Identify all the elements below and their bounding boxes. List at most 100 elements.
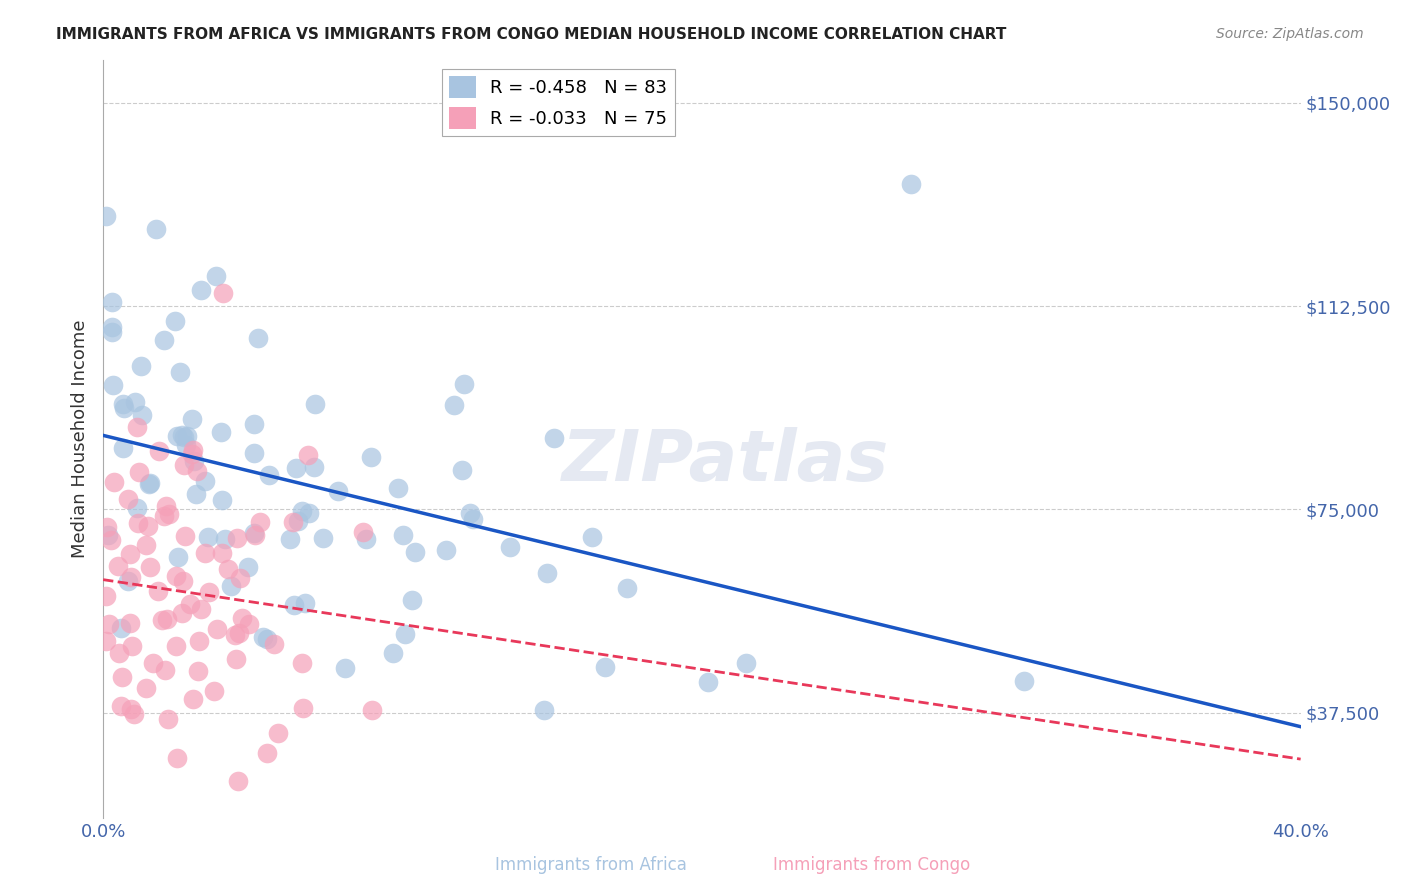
Point [212,285,235,300]
Point [173,430,195,444]
Point [243,526,266,541]
Point [616,582,638,596]
Point [96,589,118,603]
Point [297,448,319,462]
Point [354,532,377,546]
Point [96,520,118,534]
Point [156,612,179,626]
Point [100,295,122,310]
Point [183,454,205,468]
Point [103,475,125,489]
Point [107,558,129,573]
Point [302,460,325,475]
Point [122,706,145,721]
Point [94,209,117,223]
Point [135,537,157,551]
Point [153,333,176,347]
Point [381,646,404,660]
Point [138,476,160,491]
Point [153,508,176,523]
Point [281,516,304,530]
Legend: R = -0.458   N = 83, R = -0.033   N = 75: R = -0.458 N = 83, R = -0.033 N = 75 [441,69,675,136]
Point [231,611,253,625]
Point [124,395,146,409]
Point [110,699,132,714]
Point [256,746,278,760]
Point [155,499,177,513]
Point [259,468,281,483]
Point [256,632,278,647]
Point [153,663,176,677]
Point [593,660,616,674]
Point [312,531,335,545]
Point [103,377,125,392]
Point [117,491,139,506]
Point [96,634,118,648]
Point [401,593,423,607]
Point [533,703,555,717]
Point [100,320,122,334]
Point [453,376,475,391]
Point [450,463,472,477]
Point [96,528,118,542]
Point [166,751,188,765]
Point [229,571,252,585]
Point [125,420,148,434]
Point [131,408,153,422]
Point [900,178,922,192]
Point [249,516,271,530]
Text: ZIPatlas: ZIPatlas [562,427,890,496]
Point [246,331,269,345]
Point [202,684,225,698]
Point [211,546,233,560]
Text: Source: ZipAtlas.com: Source: ZipAtlas.com [1216,27,1364,41]
Point [190,283,212,297]
Point [145,222,167,236]
Point [169,365,191,379]
Point [278,532,301,546]
Point [121,640,143,654]
Point [170,606,193,620]
Point [148,444,170,458]
Point [434,543,457,558]
Point [198,585,221,599]
Point [165,314,187,328]
Point [181,691,204,706]
Point [283,599,305,613]
Point [287,514,309,528]
Point [135,681,157,696]
Point [211,493,233,508]
Point [166,429,188,443]
Point [194,475,217,489]
Point [118,615,141,630]
Point [157,508,180,522]
Point [734,657,756,671]
Point [118,547,141,561]
Point [252,630,274,644]
Point [499,540,522,554]
Point [360,703,382,717]
Point [165,569,187,583]
Point [120,570,142,584]
Point [304,397,326,411]
Point [174,438,197,452]
Point [543,432,565,446]
Point [243,527,266,541]
Point [461,511,484,525]
Point [138,477,160,491]
Point [352,524,374,539]
Point [243,445,266,459]
Point [225,651,247,665]
Point [108,646,131,660]
Point [142,656,165,670]
Point [238,616,260,631]
Point [226,531,249,545]
Point [205,268,228,283]
Point [120,701,142,715]
Point [217,562,239,576]
Point [180,447,202,461]
Point [581,530,603,544]
Point [219,579,242,593]
Point [387,481,409,495]
Point [187,664,209,678]
